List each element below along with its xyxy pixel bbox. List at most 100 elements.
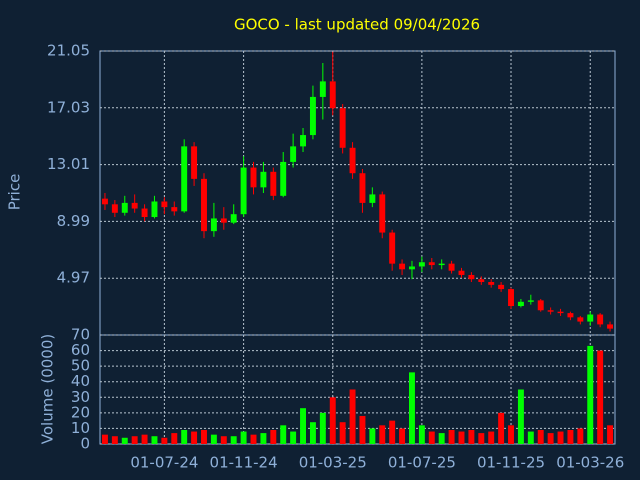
candle-body bbox=[428, 262, 435, 266]
candle-body bbox=[567, 313, 574, 318]
volume-bar bbox=[101, 434, 108, 444]
y-axis-label: Price bbox=[6, 174, 24, 211]
x-tick-label: 01-11-25 bbox=[477, 454, 545, 472]
volume-bar bbox=[230, 436, 237, 444]
volume-bar bbox=[280, 425, 287, 444]
candle-body bbox=[478, 279, 485, 283]
candle-body bbox=[369, 194, 376, 203]
volume-bar bbox=[121, 437, 128, 444]
volume-bar bbox=[141, 434, 148, 444]
candle-body bbox=[171, 207, 178, 212]
volume-bar bbox=[488, 431, 495, 444]
candle-body bbox=[498, 284, 505, 290]
volume-tick-label: 60 bbox=[71, 341, 90, 359]
volume-bar bbox=[389, 420, 396, 444]
volume-bar bbox=[191, 431, 198, 444]
candle-body bbox=[101, 198, 108, 205]
volume-bar bbox=[151, 436, 158, 444]
volume-bar bbox=[210, 434, 217, 444]
volume-bar bbox=[309, 422, 316, 444]
candle-body bbox=[448, 263, 455, 271]
candle-body bbox=[220, 218, 227, 223]
candle-body bbox=[121, 202, 128, 213]
y-tick-label: 13.01 bbox=[47, 155, 90, 173]
candle-body bbox=[191, 146, 198, 179]
volume-bar bbox=[557, 431, 564, 444]
volume-bar bbox=[409, 372, 415, 444]
candle-body bbox=[409, 266, 415, 270]
volume-bar bbox=[399, 428, 406, 444]
volume-bar bbox=[547, 433, 554, 444]
candle-body bbox=[210, 218, 217, 232]
chart-title: GOCO - last updated 09/04/2026 bbox=[234, 16, 480, 34]
volume-tick-label: 40 bbox=[71, 372, 90, 390]
volume-bar bbox=[418, 425, 425, 444]
candle-body bbox=[270, 171, 277, 196]
candle-body bbox=[141, 208, 148, 218]
volume-tick-label: 10 bbox=[71, 419, 90, 437]
volume-bar bbox=[428, 431, 435, 444]
volume-bar bbox=[448, 429, 455, 444]
candle-body bbox=[607, 324, 614, 329]
candle-body bbox=[547, 310, 554, 312]
candle-body bbox=[508, 289, 514, 307]
volume-bar bbox=[131, 436, 138, 444]
x-tick-label: 01-03-26 bbox=[556, 454, 624, 472]
candle-body bbox=[597, 314, 604, 325]
candle-body bbox=[587, 314, 594, 322]
candle-body bbox=[201, 178, 207, 232]
x-tick-label: 01-07-25 bbox=[388, 454, 456, 472]
volume-bar bbox=[587, 345, 594, 444]
volume-bar bbox=[111, 436, 118, 444]
volume-bar bbox=[527, 431, 534, 444]
candle-body bbox=[359, 173, 366, 203]
volume-tick-label: 0 bbox=[80, 435, 90, 453]
volume-bar bbox=[220, 436, 227, 444]
candle-body bbox=[329, 81, 336, 109]
x-tick-label: 01-03-25 bbox=[299, 454, 367, 472]
volume-bar bbox=[359, 415, 366, 444]
volume-bar bbox=[537, 429, 544, 444]
candle-body bbox=[468, 274, 475, 280]
volume-bar bbox=[458, 431, 465, 444]
volume-bar bbox=[438, 433, 445, 444]
candle-body bbox=[300, 135, 306, 147]
candle-body bbox=[438, 263, 445, 266]
volume-bar bbox=[260, 433, 267, 444]
volume-bar bbox=[349, 389, 356, 444]
volume-bar bbox=[181, 429, 188, 444]
x-tick-label: 01-11-24 bbox=[210, 454, 278, 472]
candle-body bbox=[399, 263, 406, 270]
volume-bar bbox=[577, 428, 584, 444]
volume-bar bbox=[478, 433, 485, 444]
volume-bar bbox=[319, 412, 326, 444]
candle-body bbox=[557, 311, 564, 314]
volume-bar bbox=[240, 431, 247, 444]
volume-bar bbox=[508, 425, 514, 444]
candle-body bbox=[280, 161, 287, 196]
volume-bar bbox=[270, 429, 277, 444]
candle-body bbox=[349, 147, 356, 174]
candle-body bbox=[260, 171, 267, 188]
candle-body bbox=[111, 204, 118, 213]
candle-body bbox=[389, 232, 396, 264]
volume-bar bbox=[290, 431, 297, 444]
y-tick-label: 4.97 bbox=[57, 269, 90, 287]
volume-bar bbox=[468, 429, 475, 444]
volume-bar bbox=[300, 408, 306, 444]
y-tick-label: 17.03 bbox=[47, 98, 90, 116]
volume-bar bbox=[329, 397, 336, 444]
candle-body bbox=[161, 201, 168, 208]
candle-body bbox=[319, 81, 326, 97]
candle-body bbox=[309, 96, 316, 136]
candle-body bbox=[458, 270, 465, 275]
volume-bar bbox=[369, 428, 376, 444]
candle-body bbox=[527, 300, 534, 302]
volume-bar bbox=[379, 425, 386, 444]
volume-bar bbox=[567, 429, 574, 444]
candle-body bbox=[418, 262, 425, 267]
candle-body bbox=[290, 146, 297, 162]
x-tick-label: 01-07-24 bbox=[130, 454, 198, 472]
